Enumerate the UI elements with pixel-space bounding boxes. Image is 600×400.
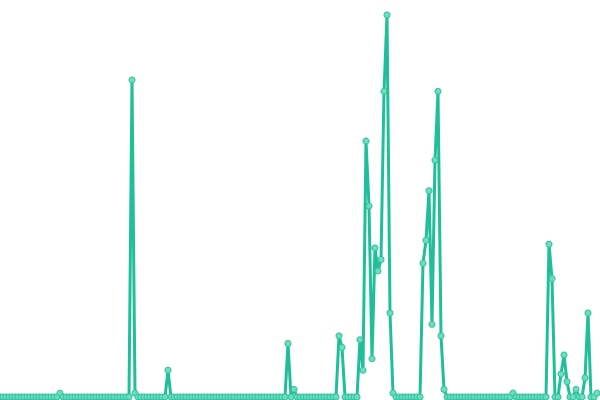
data-point-marker xyxy=(380,87,388,95)
marker-layer xyxy=(0,11,600,400)
data-point-marker xyxy=(356,336,364,344)
data-point-marker xyxy=(584,309,592,317)
data-point-marker xyxy=(431,156,439,164)
data-point-marker xyxy=(557,370,565,378)
data-point-marker xyxy=(281,393,289,400)
data-point-marker xyxy=(164,366,172,374)
data-point-marker xyxy=(578,393,586,400)
data-point-marker xyxy=(560,351,568,359)
data-point-marker xyxy=(440,385,448,393)
data-point-marker xyxy=(554,393,562,400)
data-point-marker xyxy=(416,393,424,400)
data-point-marker xyxy=(545,240,553,248)
data-point-marker xyxy=(383,11,391,19)
data-point-marker xyxy=(572,385,580,393)
data-point-marker xyxy=(287,393,295,400)
data-point-marker xyxy=(425,187,433,195)
data-point-marker xyxy=(359,366,367,374)
data-point-marker xyxy=(290,385,298,393)
series-line-layer xyxy=(0,13,599,399)
data-point-marker xyxy=(371,244,379,252)
data-point-marker xyxy=(419,259,427,267)
data-point-marker xyxy=(434,87,442,95)
data-point-marker xyxy=(284,340,292,348)
data-point-marker xyxy=(593,389,600,397)
series-line xyxy=(0,13,599,399)
data-point-marker xyxy=(569,393,577,400)
data-point-marker xyxy=(353,393,361,400)
data-point-marker xyxy=(362,137,370,145)
data-point-marker xyxy=(437,332,445,340)
data-point-marker xyxy=(368,355,376,363)
data-point-marker xyxy=(386,309,394,317)
data-point-marker xyxy=(125,393,133,400)
data-point-marker xyxy=(338,343,346,351)
data-point-marker xyxy=(581,374,589,382)
data-point-marker xyxy=(335,332,343,340)
data-point-marker xyxy=(563,378,571,386)
data-point-marker xyxy=(161,393,169,400)
data-point-marker xyxy=(365,202,373,210)
data-point-marker xyxy=(542,393,550,400)
data-point-marker xyxy=(128,76,136,84)
data-point-marker xyxy=(428,320,436,328)
data-point-marker xyxy=(332,393,340,400)
data-point-marker xyxy=(377,255,385,263)
data-point-marker xyxy=(548,275,556,283)
data-point-marker xyxy=(422,236,430,244)
data-point-marker xyxy=(374,267,382,275)
